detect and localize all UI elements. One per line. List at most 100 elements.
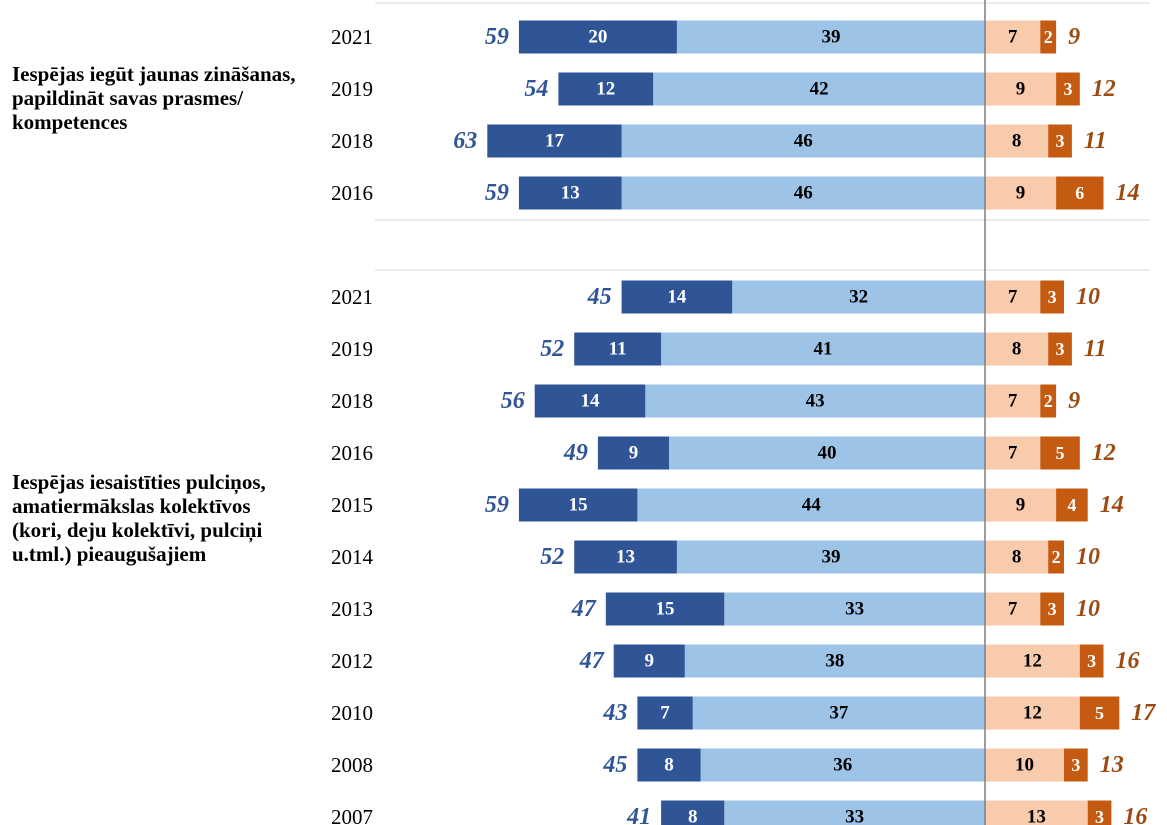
label-positive: 42 [810,79,829,100]
year-label: 2019 [331,337,373,361]
bar-negative [985,748,1064,782]
bar-strong-positive [637,696,693,730]
bar-positive [732,280,985,314]
label-positive-total: 59 [485,492,509,518]
bar-strong-positive [518,20,677,54]
label-positive: 46 [794,131,813,152]
label-strong-negative: 3 [1071,755,1080,775]
label-negative: 9 [1016,183,1026,204]
year-label: 2007 [331,805,373,825]
label-strong-negative: 3 [1087,651,1096,671]
bar-positive [692,696,985,730]
bar-strong-positive [621,280,733,314]
bar-strong-positive [661,800,725,825]
bar-strong-negative [1040,384,1057,418]
label-negative-total: 11 [1084,128,1107,154]
label-negative: 7 [1008,391,1018,412]
bar-strong-negative [1040,280,1064,314]
label-negative-total: 13 [1100,752,1124,778]
bar-negative [985,72,1057,106]
bar-positive [645,384,985,418]
year-label: 2012 [331,649,373,673]
bar-strong-positive [518,176,622,210]
year-label: 2016 [331,181,373,205]
label-negative-total: 16 [1116,648,1140,674]
bar-positive [669,436,985,470]
label-strong-negative: 3 [1048,287,1057,307]
year-label: 2019 [331,77,373,101]
label-strong-positive: 13 [616,547,635,568]
label-negative: 7 [1008,287,1018,308]
label-positive-total: 45 [587,284,612,310]
label-strong-negative: 5 [1056,443,1065,463]
bar-strong-positive [574,332,662,366]
label-positive: 36 [833,755,852,776]
label-positive-total: 63 [453,128,477,154]
label-positive-total: 52 [540,544,564,570]
group-label-knowledge: Iespējas iegūt jaunas zināšanas, papildi… [12,62,296,134]
label-negative-total: 14 [1100,492,1124,518]
label-strong-positive: 17 [545,131,565,152]
bar-strong-positive [637,748,701,782]
bar-positive [676,540,985,574]
label-positive: 44 [802,495,822,516]
label-positive-total: 41 [626,804,651,825]
bar-positive [676,20,985,54]
label-positive: 38 [825,651,844,672]
bar-negative [985,20,1041,54]
label-negative: 8 [1012,547,1022,568]
label-negative: 7 [1008,599,1018,620]
label-positive: 40 [818,443,837,464]
label-negative-total: 10 [1076,596,1100,622]
label-strong-positive: 14 [581,391,601,412]
label-strong-positive: 12 [596,79,615,100]
bar-strong-negative [1056,176,1104,210]
year-label: 2018 [331,389,373,413]
label-positive-total: 43 [602,700,627,726]
label-strong-positive: 15 [656,599,675,620]
label-strong-negative: 3 [1048,599,1057,619]
bar-strong-positive [574,540,677,574]
label-strong-negative: 4 [1067,495,1076,515]
bar-strong-negative [1048,540,1064,574]
bar-strong-negative [1040,436,1080,470]
bar-strong-negative [1056,72,1080,106]
bar-negative [985,644,1080,678]
label-strong-negative: 2 [1044,391,1053,411]
bar-positive [621,124,985,158]
label-strong-positive: 9 [629,443,639,464]
label-strong-positive: 7 [660,703,670,724]
label-negative: 10 [1015,755,1034,776]
label-strong-negative: 3 [1095,807,1104,825]
label-positive-total: 56 [501,388,525,414]
label-positive-total: 59 [485,180,509,206]
label-negative-total: 12 [1092,76,1116,102]
bar-negative [985,332,1049,366]
bar-negative [985,540,1049,574]
year-label: 2018 [331,129,373,153]
label-strong-negative: 3 [1056,131,1065,151]
label-strong-negative: 3 [1063,79,1072,99]
bar-strong-negative [1040,592,1064,626]
label-positive: 32 [849,287,868,308]
bar-negative [985,696,1080,730]
bar-strong-negative [1064,748,1088,782]
label-strong-positive: 15 [569,495,588,516]
year-label: 2021 [331,285,373,309]
bar-negative [985,488,1057,522]
label-negative-total: 9 [1068,388,1080,414]
label-positive: 43 [806,391,825,412]
label-negative: 9 [1016,495,1026,516]
bar-positive [700,748,985,782]
year-label: 2010 [331,701,373,725]
label-negative-total: 14 [1116,180,1140,206]
bar-negative [985,384,1041,418]
bar-positive [653,72,985,106]
label-positive-total: 47 [579,648,605,674]
year-label: 2014 [331,545,374,569]
bar-strong-positive [613,644,685,678]
bar-positive [724,592,985,626]
bar-strong-negative [1040,20,1057,54]
label-positive: 33 [845,807,864,825]
